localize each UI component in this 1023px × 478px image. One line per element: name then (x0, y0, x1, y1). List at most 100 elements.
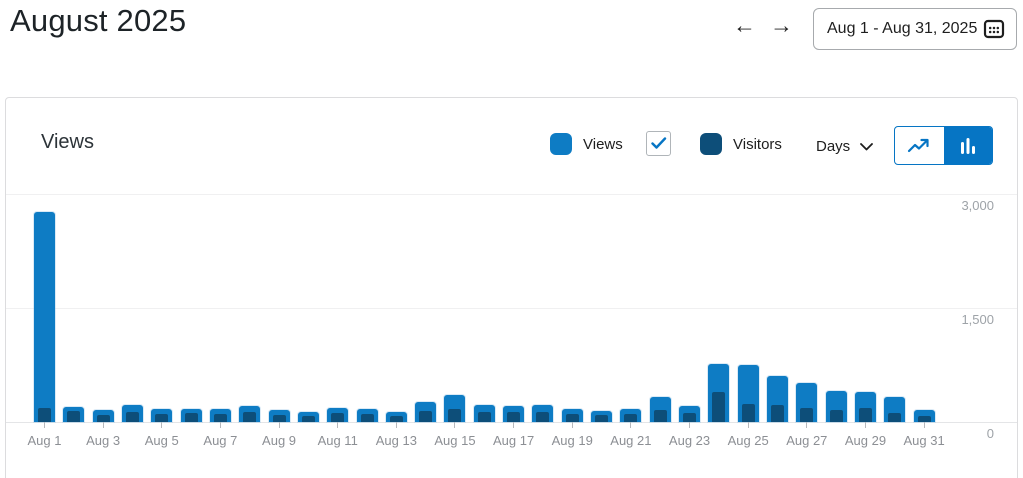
date-nav: ← → (733, 14, 793, 37)
bar-views-aug-25[interactable] (737, 364, 759, 422)
bar-views-aug-28[interactable] (825, 390, 847, 422)
bar-views-aug-24[interactable] (708, 363, 730, 422)
bar-views-aug-19[interactable] (561, 409, 583, 422)
x-axis-tick (630, 422, 632, 428)
bar-views-aug-29[interactable] (854, 391, 876, 422)
x-axis-tick (395, 422, 397, 428)
bar-views-aug-5[interactable] (151, 409, 173, 422)
x-axis-label: Aug 13 (375, 433, 417, 448)
bar-visitors-aug-9 (272, 415, 286, 422)
bar-visitors-aug-7 (213, 414, 227, 422)
y-axis-label: 3,000 (961, 198, 994, 213)
trend-line-icon (907, 137, 931, 155)
x-axis-label: Aug 21 (610, 433, 652, 448)
x-axis-label: Aug 31 (903, 433, 945, 448)
bar-views-aug-4[interactable] (121, 404, 143, 422)
bar-visitors-aug-24 (712, 391, 726, 422)
bar-views-aug-9[interactable] (268, 409, 290, 422)
bar-views-aug-12[interactable] (356, 409, 378, 422)
bar-chart-toggle-button[interactable] (943, 127, 992, 164)
card-title: Views (41, 131, 94, 153)
bar-views-aug-6[interactable] (180, 409, 202, 422)
x-axis-label: Aug 17 (493, 433, 535, 448)
bar-visitors-aug-14 (419, 410, 433, 422)
views-legend-label: Views (583, 136, 623, 153)
x-axis-tick (337, 422, 339, 428)
chart-plot: Aug 1 Aug 3 Aug 5 Aug 7 Aug 9 Aug 11 Aug 13 Aug… (6, 194, 1017, 448)
bar-visitors-aug-10 (301, 415, 315, 422)
bar-views-aug-7[interactable] (209, 409, 231, 422)
bar-views-aug-16[interactable] (473, 404, 495, 422)
bar-views-aug-27[interactable] (796, 382, 818, 422)
x-axis-line (6, 422, 1017, 423)
bar-views-aug-23[interactable] (679, 406, 701, 422)
bar-views-aug-13[interactable] (385, 412, 407, 422)
x-axis-label: Aug 9 (262, 433, 297, 448)
x-axis-tick (278, 422, 280, 428)
bar-views-aug-11[interactable] (327, 407, 349, 422)
bar-visitors-aug-26 (771, 404, 784, 422)
x-axis-label: Aug 29 (844, 433, 887, 448)
visitors-checkbox[interactable] (646, 131, 671, 156)
bar-views-aug-20[interactable] (591, 410, 613, 422)
x-axis-label: Aug 27 (786, 433, 828, 448)
x-axis-tick (219, 422, 221, 428)
x-axis-label: Aug 15 (434, 433, 476, 448)
bar-visitors-aug-4 (125, 412, 139, 422)
views-chart-card: Views Views Visitors Days (5, 97, 1018, 478)
bar-visitors-aug-17 (507, 412, 521, 422)
interval-dropdown[interactable]: Days (816, 138, 874, 155)
bar-visitors-aug-1 (38, 407, 51, 422)
prev-period-arrow-icon[interactable]: ← (733, 12, 756, 38)
bar-visitors-aug-20 (595, 415, 609, 422)
views-legend-swatch (550, 133, 572, 155)
bar-visitors-aug-11 (331, 412, 345, 422)
bar-views-aug-2[interactable] (63, 406, 85, 422)
x-axis-label: Aug 23 (668, 433, 711, 448)
x-axis-tick (571, 422, 573, 428)
bar-visitors-aug-28 (829, 409, 843, 422)
line-chart-toggle-button[interactable] (895, 127, 944, 164)
bar-views-aug-10[interactable] (297, 412, 319, 422)
x-axis-label: Aug 25 (727, 433, 769, 448)
visitors-legend-swatch (700, 133, 722, 155)
bar-views-aug-31[interactable] (913, 409, 935, 422)
bar-views-aug-30[interactable] (884, 396, 906, 422)
bar-visitors-aug-25 (741, 404, 755, 422)
bar-visitors-aug-18 (536, 412, 550, 422)
next-period-arrow-icon[interactable]: → (770, 12, 793, 38)
x-axis-label: Aug 3 (86, 433, 121, 448)
date-range-picker[interactable]: Aug 1 - Aug 31, 2025 (813, 8, 1017, 50)
x-axis-label: Aug 11 (317, 433, 358, 448)
x-axis-tick (747, 422, 749, 428)
x-axis-label: Aug 1 (27, 433, 62, 448)
bar-visitors-aug-5 (155, 414, 169, 422)
y-axis-label: 0 (986, 426, 994, 441)
x-axis-label: Aug 7 (203, 433, 238, 448)
bar-views-aug-21[interactable] (620, 409, 642, 422)
bar-visitors-aug-31 (917, 415, 931, 422)
bar-views-aug-14[interactable] (415, 401, 437, 422)
x-axis-label: Aug 19 (551, 433, 593, 448)
bar-visitors-aug-13 (389, 415, 403, 422)
x-axis-tick (864, 422, 866, 428)
x-axis-tick (44, 422, 45, 428)
bar-views-aug-15[interactable] (444, 395, 466, 422)
chart-type-toggle (894, 126, 993, 165)
visitors-legend-label: Visitors (733, 136, 782, 153)
x-axis-tick (806, 422, 808, 428)
bar-views-aug-3[interactable] (92, 409, 114, 422)
bar-views-aug-22[interactable] (649, 396, 671, 422)
bar-views-aug-8[interactable] (239, 406, 261, 422)
bar-visitors-aug-2 (67, 410, 81, 422)
bar-views-aug-1[interactable] (34, 212, 55, 422)
bar-views-aug-18[interactable] (532, 404, 554, 422)
calendar-icon (983, 18, 1005, 40)
bar-views-aug-26[interactable] (767, 376, 788, 422)
x-axis-label: Aug 5 (144, 433, 179, 448)
bar-views-aug-17[interactable] (503, 406, 525, 422)
x-axis-tick (161, 422, 163, 428)
x-axis-tick (689, 422, 691, 428)
y-axis-label: 1,500 (961, 312, 994, 327)
